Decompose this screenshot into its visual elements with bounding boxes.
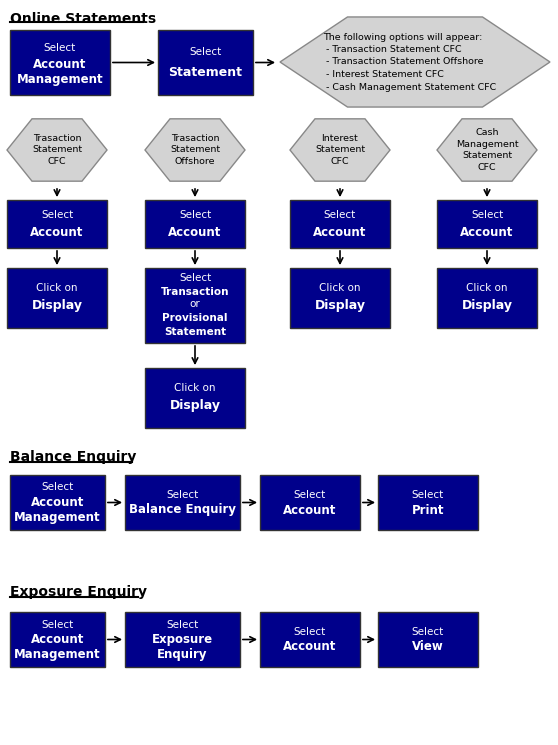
FancyBboxPatch shape [437, 200, 537, 248]
Text: Select: Select [294, 627, 326, 637]
FancyBboxPatch shape [378, 612, 478, 667]
Text: Select: Select [179, 210, 211, 220]
Text: Trasaction
Statement
Offshore: Trasaction Statement Offshore [170, 133, 220, 166]
FancyBboxPatch shape [10, 612, 105, 667]
Text: The following options will appear:
 - Transaction Statement CFC
 - Transaction S: The following options will appear: - Tra… [324, 33, 497, 92]
Text: or: or [190, 299, 200, 309]
Text: View: View [412, 641, 444, 653]
FancyBboxPatch shape [158, 30, 253, 95]
Text: Account: Account [283, 504, 336, 516]
Text: Statement: Statement [169, 66, 243, 78]
FancyBboxPatch shape [290, 200, 390, 248]
Text: Account: Account [31, 496, 84, 509]
FancyBboxPatch shape [7, 200, 107, 248]
Text: Click on: Click on [319, 283, 361, 293]
FancyBboxPatch shape [145, 368, 245, 428]
Text: Select: Select [41, 620, 74, 630]
FancyBboxPatch shape [145, 200, 245, 248]
Text: Cash
Management
Statement
CFC: Cash Management Statement CFC [456, 128, 518, 172]
Text: Select: Select [294, 490, 326, 500]
Text: Display: Display [461, 299, 512, 312]
Polygon shape [7, 118, 107, 181]
FancyBboxPatch shape [260, 475, 360, 530]
Text: Statement: Statement [164, 327, 226, 337]
Text: Interest
Statement
CFC: Interest Statement CFC [315, 133, 365, 166]
Text: Online Statements: Online Statements [10, 12, 156, 26]
Text: Account: Account [33, 57, 86, 71]
Text: Provisional: Provisional [162, 313, 228, 323]
Text: Select: Select [412, 490, 444, 500]
Text: Select: Select [166, 620, 199, 630]
Polygon shape [280, 17, 550, 107]
FancyBboxPatch shape [378, 475, 478, 530]
FancyBboxPatch shape [145, 268, 245, 343]
Text: Management: Management [14, 511, 101, 524]
Text: Exposure Enquiry: Exposure Enquiry [10, 585, 147, 599]
FancyBboxPatch shape [10, 30, 110, 95]
Text: Balance Enquiry: Balance Enquiry [10, 450, 136, 464]
Text: Account: Account [169, 226, 222, 238]
Polygon shape [437, 118, 537, 181]
Text: Management: Management [17, 74, 103, 86]
Text: Select: Select [412, 627, 444, 637]
Text: Balance Enquiry: Balance Enquiry [129, 504, 236, 516]
Text: Trasaction
Statement
CFC: Trasaction Statement CFC [32, 133, 82, 166]
FancyBboxPatch shape [437, 268, 537, 328]
Text: Account: Account [30, 226, 84, 238]
Text: Click on: Click on [36, 283, 78, 293]
Polygon shape [145, 118, 245, 181]
FancyBboxPatch shape [290, 268, 390, 328]
Text: Click on: Click on [466, 283, 508, 293]
Text: Print: Print [412, 504, 444, 516]
Text: Select: Select [179, 273, 211, 283]
Text: Select: Select [41, 483, 74, 492]
Text: Select: Select [471, 210, 503, 220]
Text: Account: Account [313, 226, 367, 238]
Text: Account: Account [31, 633, 84, 646]
Text: Display: Display [315, 299, 365, 312]
Text: Exposure: Exposure [152, 633, 213, 646]
Text: Account: Account [283, 641, 336, 653]
Text: Select: Select [44, 43, 76, 53]
Text: Click on: Click on [174, 383, 216, 393]
Text: Select: Select [41, 210, 73, 220]
Text: Enquiry: Enquiry [157, 648, 208, 661]
Text: Display: Display [170, 399, 220, 413]
Text: Select: Select [189, 47, 222, 57]
Text: Select: Select [166, 490, 199, 500]
Text: Display: Display [31, 299, 83, 312]
Polygon shape [290, 118, 390, 181]
Text: Transaction: Transaction [161, 287, 229, 297]
Text: Select: Select [324, 210, 356, 220]
FancyBboxPatch shape [125, 612, 240, 667]
FancyBboxPatch shape [125, 475, 240, 530]
Text: Management: Management [14, 648, 101, 661]
Text: Account: Account [460, 226, 514, 238]
FancyBboxPatch shape [260, 612, 360, 667]
FancyBboxPatch shape [7, 268, 107, 328]
FancyBboxPatch shape [10, 475, 105, 530]
